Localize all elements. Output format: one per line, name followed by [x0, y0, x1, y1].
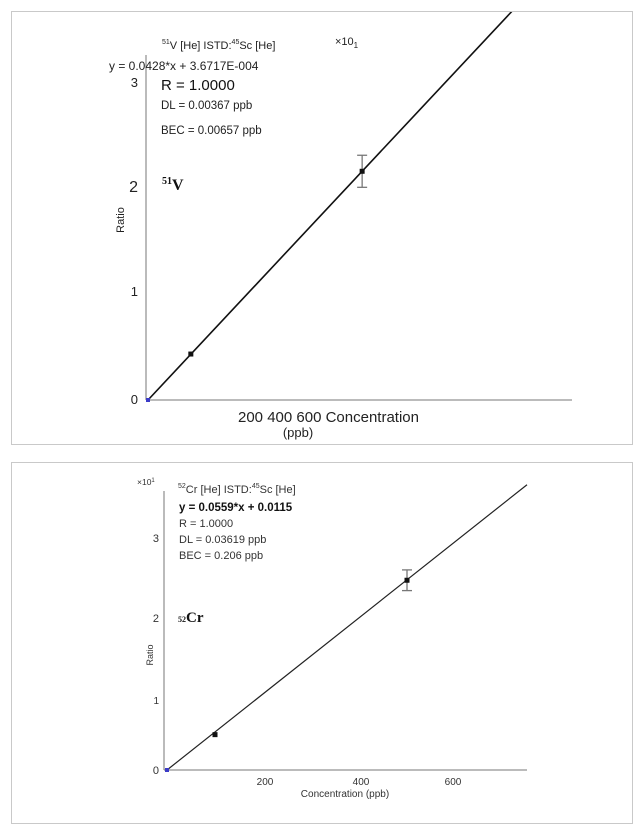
y-tick-1: 1	[153, 696, 159, 707]
data-points	[146, 168, 365, 402]
y-tick-0: 0	[153, 765, 159, 777]
data-point-1	[212, 732, 218, 738]
fit-equation: y = 0.0559*x + 0.0115	[179, 502, 293, 514]
calibration-chart-chromium: ×101 52Cr [He] ISTD:45Sc [He] y = 0.0559…	[137, 477, 528, 800]
data-points	[165, 577, 410, 772]
correlation-r: R = 1.0000	[161, 77, 235, 94]
y-tick-1: 1	[131, 284, 138, 299]
y-multiplier: ×101	[137, 477, 155, 487]
bec-value: BEC = 0.00657 ppb	[161, 125, 262, 137]
calibration-chart-vanadium: 51V [He] ISTD:45Sc [He] ×101 y = 0.0428*…	[109, 12, 572, 440]
detection-limit: DL = 0.03619 ppb	[179, 534, 266, 546]
x-axis-unit: (ppb)	[283, 425, 313, 440]
bec-value: BEC = 0.206 ppb	[179, 550, 263, 562]
fit-equation: y = 0.0428*x + 3.6717E-004	[109, 59, 259, 73]
data-point-0	[146, 398, 150, 402]
element-label: 52Cr	[178, 610, 204, 626]
y-tick-3: 3	[131, 75, 138, 90]
y-tick-3: 3	[153, 533, 159, 545]
y-axis-label: Ratio	[145, 644, 155, 665]
data-point-1	[188, 351, 194, 357]
y-tick-2: 2	[129, 179, 138, 196]
element-label: 51V	[162, 176, 184, 194]
fit-line	[166, 484, 528, 771]
y-tick-0: 0	[131, 392, 138, 407]
data-point-2	[359, 168, 365, 174]
calibration-panel-chromium: ×101 52Cr [He] ISTD:45Sc [He] y = 0.0559…	[11, 462, 633, 824]
correlation-r: R = 1.0000	[179, 518, 233, 530]
x-axis-label: 200 400 600 Concentration	[238, 409, 419, 426]
series-label: 51V [He] ISTD:45Sc [He]	[162, 39, 275, 52]
data-point-0	[165, 768, 169, 772]
detection-limit: DL = 0.00367 ppb	[161, 100, 252, 112]
y-axis-label: Ratio	[115, 207, 127, 233]
data-point-2	[404, 577, 410, 583]
calibration-panel-vanadium: 51V [He] ISTD:45Sc [He] ×101 y = 0.0428*…	[11, 11, 633, 445]
x-tick-400: 400	[353, 777, 370, 788]
x-tick-200: 200	[257, 777, 274, 788]
x-axis-label: Concentration (ppb)	[301, 789, 389, 800]
y-tick-2: 2	[153, 613, 159, 625]
x-tick-600: 600	[445, 777, 462, 788]
y-multiplier: ×101	[335, 36, 359, 50]
series-label: 52Cr [He] ISTD:45Sc [He]	[178, 483, 296, 496]
